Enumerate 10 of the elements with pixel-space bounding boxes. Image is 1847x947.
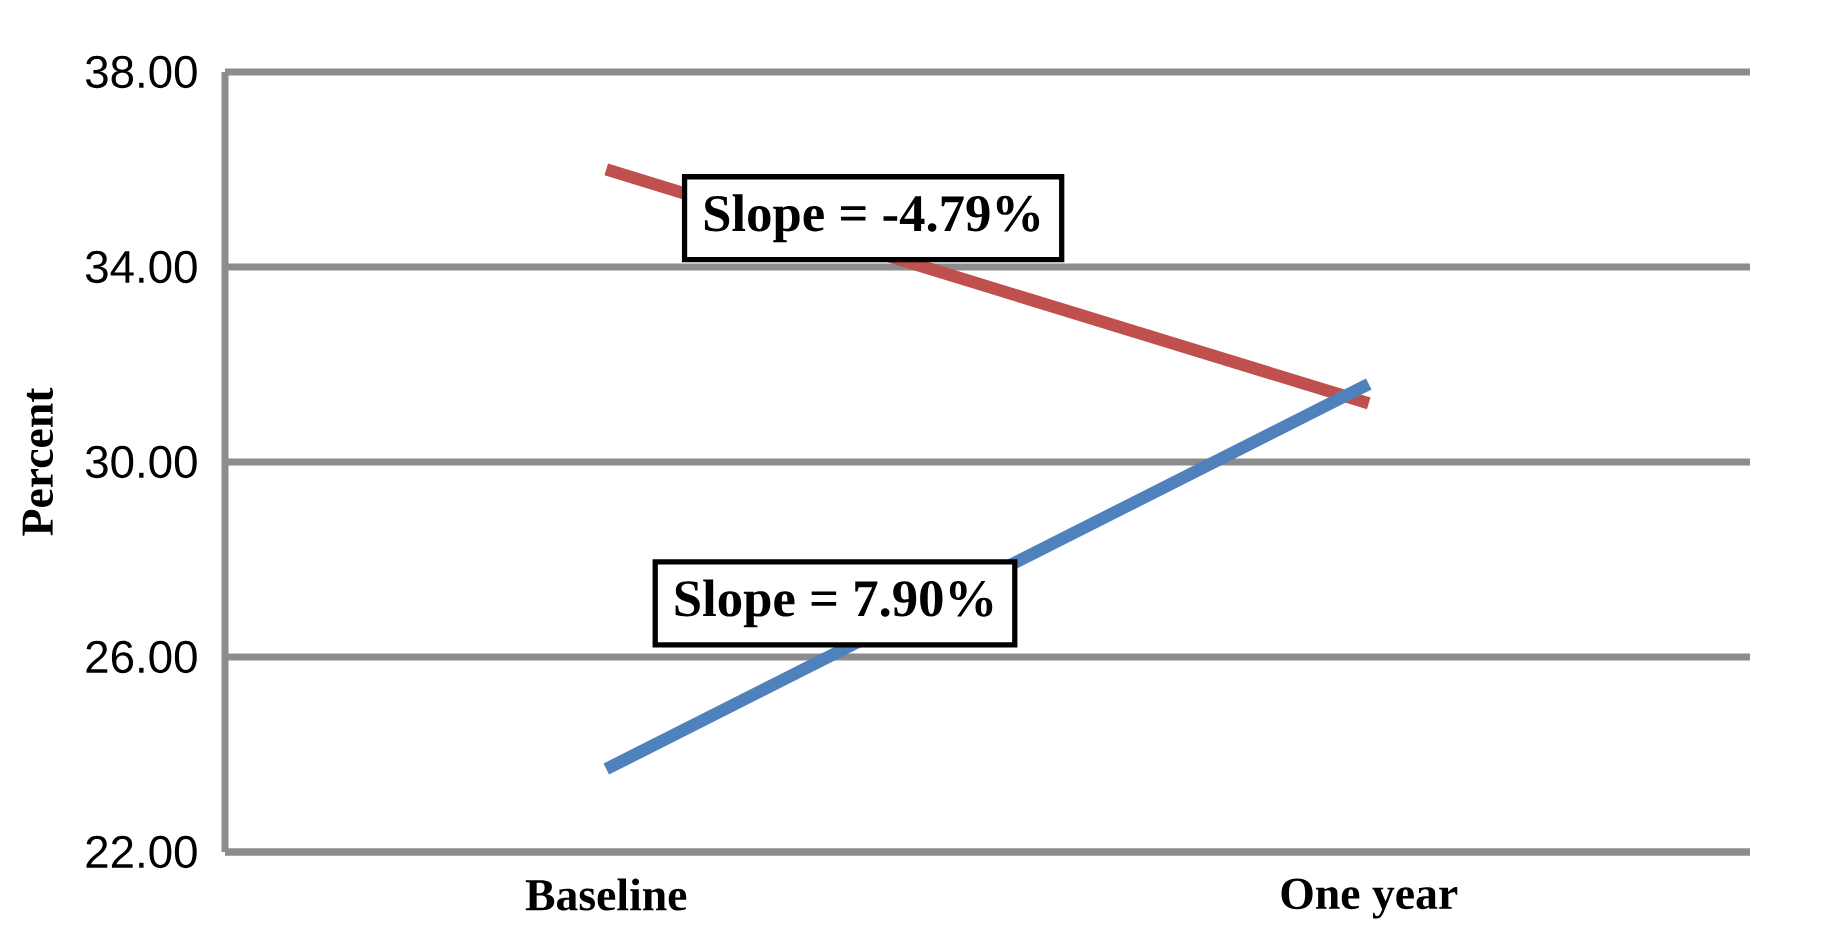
y-axis-title: Percent <box>22 387 54 536</box>
y-tick-label: 38.00 <box>85 55 197 89</box>
y-tick-label: 30.00 <box>85 445 197 479</box>
annotation: Slope = -4.79% <box>704 194 1040 243</box>
x-tick-label: One year <box>1281 878 1458 919</box>
annotation: Slope = 7.90% <box>675 579 993 628</box>
y-tick-label: 34.00 <box>85 250 197 284</box>
x-tick-label: Baseline <box>525 878 687 911</box>
y-tick-label: 26.00 <box>86 640 197 674</box>
y-tick-label: 22.00 <box>86 835 197 869</box>
